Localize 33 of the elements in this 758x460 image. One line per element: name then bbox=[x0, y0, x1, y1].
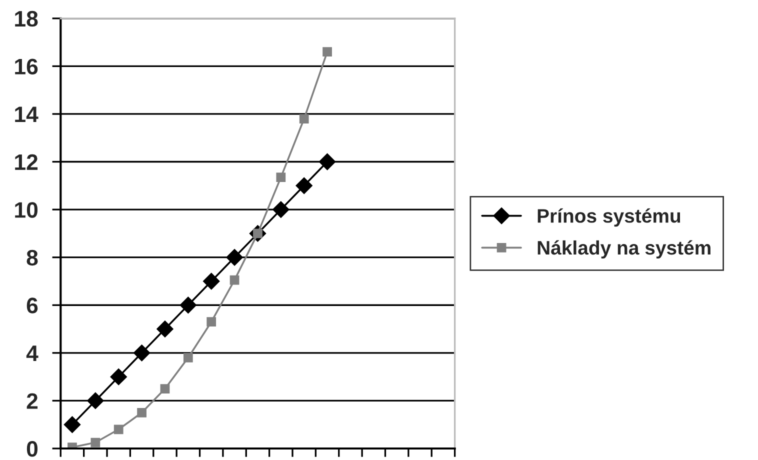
legend-label: Náklady na systém bbox=[538, 240, 710, 259]
y-tick-label: 14 bbox=[15, 106, 38, 122]
y-tick-label: 8 bbox=[26, 250, 38, 266]
y-tick-label: 4 bbox=[26, 346, 38, 361]
point bbox=[64, 416, 81, 433]
y-tick-label: 16 bbox=[15, 58, 38, 74]
y-tick-label: 10 bbox=[15, 202, 38, 218]
point bbox=[296, 177, 312, 194]
point bbox=[137, 408, 146, 418]
y-tick-label: 6 bbox=[26, 298, 38, 314]
point bbox=[90, 438, 100, 448]
point bbox=[318, 153, 336, 170]
point bbox=[230, 275, 240, 285]
point bbox=[156, 320, 174, 338]
point bbox=[110, 368, 127, 386]
point bbox=[114, 424, 124, 434]
point bbox=[180, 296, 197, 314]
legend-label: Prínos systému bbox=[538, 208, 680, 227]
point bbox=[183, 353, 193, 362]
point bbox=[272, 201, 290, 218]
point bbox=[299, 114, 309, 124]
y-tick-label: 2 bbox=[26, 393, 38, 409]
point bbox=[226, 248, 243, 266]
point bbox=[202, 272, 220, 290]
y-tick-label: 0 bbox=[26, 441, 38, 457]
point bbox=[133, 344, 150, 362]
point bbox=[276, 172, 286, 182]
y-tick-label: 18 bbox=[15, 10, 38, 27]
point bbox=[322, 47, 332, 57]
point bbox=[160, 384, 170, 394]
point bbox=[87, 392, 104, 410]
point bbox=[206, 317, 216, 327]
y-tick-label: 12 bbox=[15, 154, 38, 170]
